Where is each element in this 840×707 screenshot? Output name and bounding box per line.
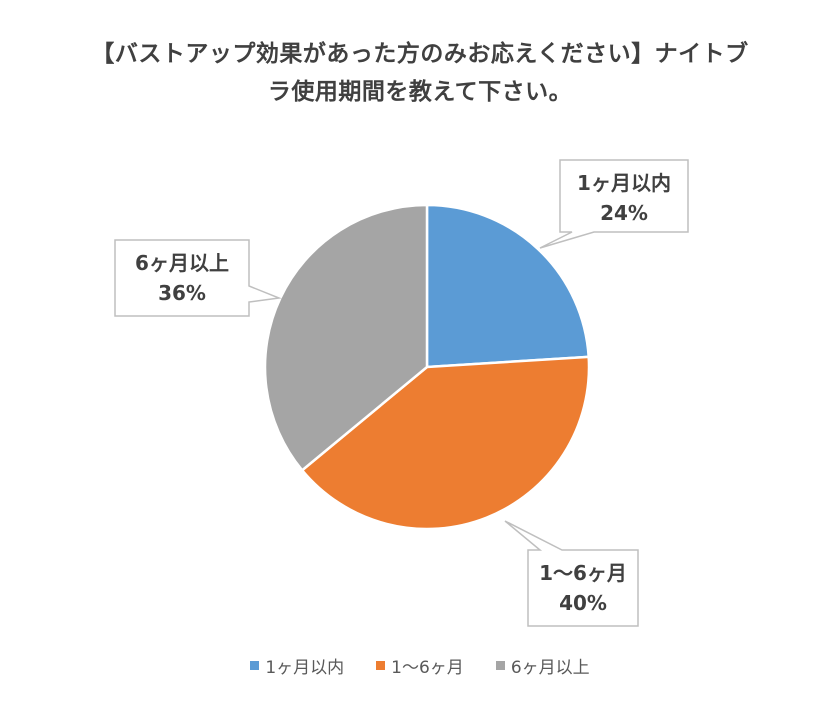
data-label-value: 36% (158, 281, 206, 305)
legend-item: 1～6ヶ月 (376, 653, 464, 678)
data-label-value: 40% (559, 591, 607, 615)
callout-box (539, 159, 689, 249)
pie-slice (300, 355, 591, 531)
legend-label: 1ヶ月以内 (265, 658, 345, 678)
data-label-callout: 6ヶ月以上 36% (114, 239, 282, 317)
legend-item: 1ヶ月以内 (250, 653, 344, 678)
legend-item: 6ヶ月以上 (495, 653, 590, 678)
legend-swatch (376, 661, 386, 670)
chart-title-line-1: 【バストアップ効果があった方のみお応えください】ナイトブ (91, 41, 749, 67)
pie-slice (425, 203, 591, 369)
data-label-category: 1ヶ月以内 (577, 171, 671, 195)
data-label-callout: 1～6ヶ月 40% (504, 520, 639, 627)
data-label-category: 1～6ヶ月 (539, 561, 627, 585)
callout-box (114, 239, 282, 317)
data-label-callout: 1ヶ月以内 24% (539, 159, 689, 249)
data-label-category: 6ヶ月以上 (135, 251, 229, 275)
data-label-value: 24% (600, 201, 648, 225)
legend-label: 6ヶ月以上 (510, 658, 590, 678)
legend-swatch (495, 661, 505, 670)
legend-label: 1～6ヶ月 (391, 658, 464, 678)
legend: 1ヶ月以内 1～6ヶ月 6ヶ月以上 (0, 653, 840, 678)
chart-title-line-2: ラ使用期間を教えて下さい。 (267, 79, 573, 105)
callout-box (504, 520, 639, 627)
legend-swatch (250, 661, 260, 670)
